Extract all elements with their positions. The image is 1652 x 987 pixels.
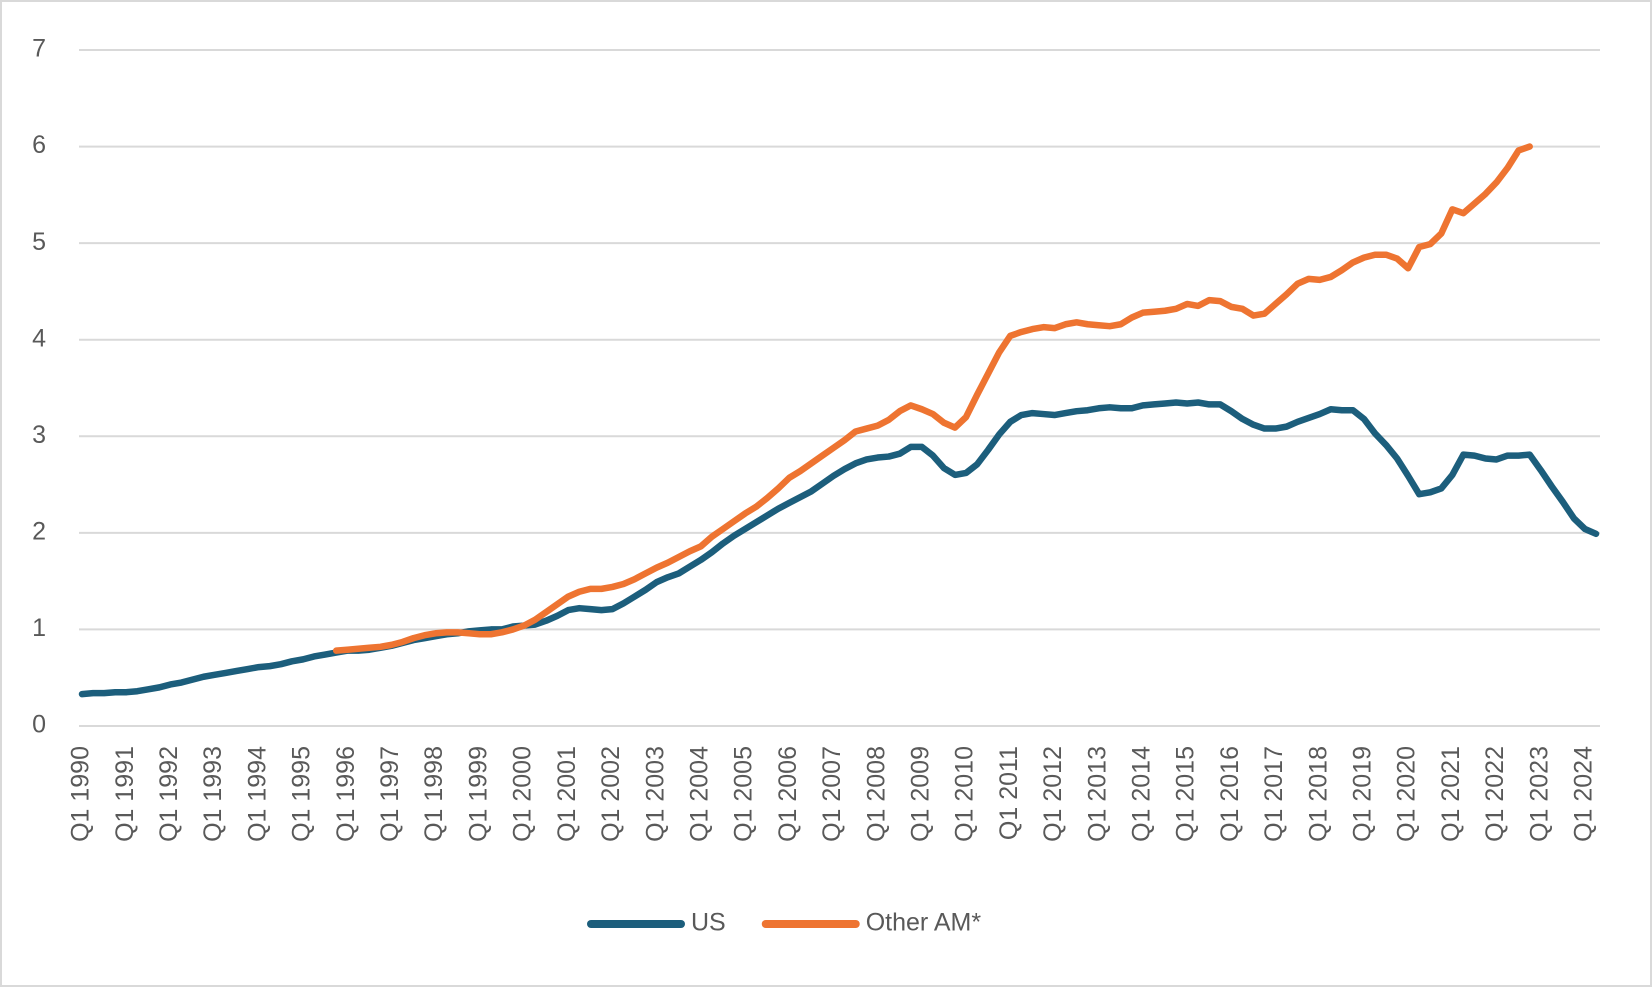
x-tick-label: Q1 2003	[641, 746, 669, 842]
x-tick-label: Q1 1992	[155, 746, 183, 842]
y-tick-label: 5	[32, 228, 46, 256]
x-tick-label: Q1 2021	[1437, 746, 1465, 842]
x-tick-label: Q1 1994	[243, 746, 271, 842]
x-tick-label: Q1 2004	[685, 746, 713, 842]
x-tick-label: Q1 2022	[1481, 746, 1509, 842]
x-tick-label: Q1 2009	[906, 746, 934, 842]
x-tick-label: Q1 2020	[1393, 746, 1421, 842]
x-tick-label: Q1 2001	[553, 746, 581, 842]
series-line	[332, 143, 1533, 654]
y-tick-label: 6	[32, 131, 46, 159]
x-tick-label: Q1 2016	[1216, 746, 1244, 842]
x-tick-label: Q1 2012	[1039, 746, 1067, 842]
x-tick-label: Q1 2005	[730, 746, 758, 842]
x-tick-label: Q1 2018	[1304, 746, 1332, 842]
x-tick-label: Q1 1990	[67, 746, 95, 842]
legend-label: US	[691, 909, 726, 937]
x-tick-label: Q1 1993	[199, 746, 227, 842]
x-tick-label: Q1 2017	[1260, 746, 1288, 842]
y-tick-label: 3	[32, 421, 46, 449]
x-tick-label: Q1 2010	[951, 746, 979, 842]
x-tick-label: Q1 2007	[818, 746, 846, 842]
y-tick-label: 1	[32, 614, 46, 642]
x-tick-label: Q1 1996	[332, 746, 360, 842]
x-tick-label: Q1 2000	[509, 746, 537, 842]
x-tick-label: Q1 2006	[774, 746, 802, 842]
x-tick-label: Q1 2014	[1128, 746, 1156, 842]
x-tick-label: Q1 1995	[288, 746, 316, 842]
x-tick-label: Q1 2023	[1525, 746, 1553, 842]
x-tick-label: Q1 1991	[111, 746, 139, 842]
y-tick-label: 4	[32, 324, 46, 352]
y-tick-label: 2	[32, 517, 46, 545]
x-tick-label: Q1 2008	[862, 746, 890, 842]
x-tick-label: Q1 2019	[1349, 746, 1377, 842]
x-tick-label: Q1 2015	[1172, 746, 1200, 842]
legend-label: Other AM*	[866, 909, 982, 937]
x-tick-label: Q1 1998	[420, 746, 448, 842]
x-tick-label: Q1 1997	[376, 746, 404, 842]
x-tick-label: Q1 2024	[1570, 746, 1598, 842]
x-tick-label: Q1 1999	[464, 746, 492, 842]
x-tick-label: Q1 2013	[1083, 746, 1111, 842]
y-tick-label: 0	[32, 711, 46, 739]
x-tick-label: Q1 2011	[995, 746, 1023, 840]
y-tick-label: 7	[32, 35, 46, 63]
x-tick-label: Q1 2002	[597, 746, 625, 842]
